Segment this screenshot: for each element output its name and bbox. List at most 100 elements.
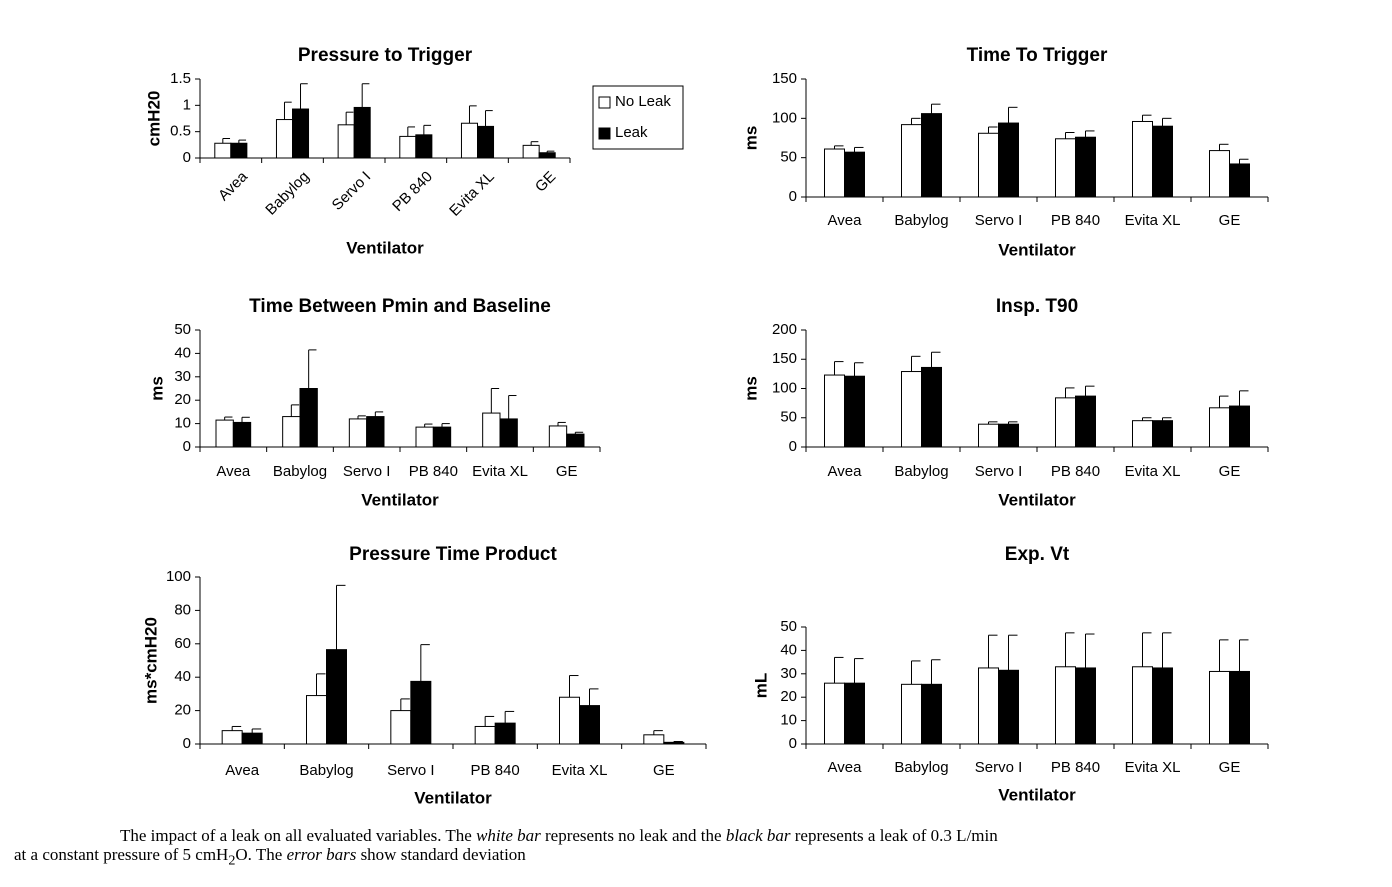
x-tick-label: Babylog (299, 762, 353, 779)
chart-title: Exp. Vt (1005, 544, 1070, 565)
bar-leak (1075, 667, 1096, 745)
bar-leak (1229, 405, 1250, 448)
y-tick-label: 0 (183, 438, 191, 455)
x-tick-label: Avea (828, 212, 863, 229)
x-tick-label: PB 840 (1051, 463, 1100, 480)
y-axis-label: ms (147, 376, 166, 401)
bar-no-leak (1209, 150, 1230, 198)
x-tick-label: GE (1219, 463, 1241, 480)
bar-leak (998, 122, 1019, 198)
chart-title: Time Between Pmin and Baseline (249, 296, 551, 317)
y-tick-label: 100 (772, 109, 797, 126)
bar-leak (241, 732, 263, 745)
bar-leak (499, 418, 518, 448)
bar-no-leak (415, 426, 434, 448)
y-tick-label: 60 (174, 635, 191, 652)
y-tick-label: 20 (174, 702, 191, 719)
bar-no-leak (1055, 397, 1076, 448)
x-tick-label: GE (1219, 759, 1241, 776)
bar-leak (326, 649, 347, 745)
bar-leak (998, 669, 1019, 745)
bar-no-leak (824, 682, 845, 745)
bar-leak (1152, 667, 1173, 745)
chart-panel: Time To Trigger 0 50 100 150 ms Ventilator Avea… (741, 45, 1269, 259)
bar-no-leak (275, 119, 294, 159)
y-axis-label: ms (741, 126, 760, 151)
y-axis-label: mL (751, 673, 770, 699)
x-tick-label: PB 840 (409, 463, 458, 480)
x-tick-label: Babylog (262, 168, 312, 218)
bar-leak (415, 134, 433, 159)
x-axis-label: Ventilator (998, 490, 1076, 509)
chart-title: Pressure Time Product (349, 544, 557, 565)
chart-panel: Time Between Pmin and Baseline 0 10 20 30 40 5… (147, 296, 601, 509)
x-tick-label: Evita XL (1125, 463, 1181, 480)
y-tick-label: 40 (174, 344, 191, 361)
legend: No Leak Leak (592, 85, 684, 150)
x-tick-label: Servo I (329, 168, 375, 214)
bar-leak (921, 366, 942, 448)
bar-no-leak (1132, 666, 1153, 745)
bar-leak (844, 151, 865, 198)
bar-no-leak (474, 725, 496, 745)
y-tick-label: 80 (174, 601, 191, 618)
legend-swatch-no-leak (598, 96, 611, 109)
y-axis-label: ms (741, 376, 760, 401)
y-tick-label: 20 (780, 688, 797, 705)
bar-no-leak (559, 696, 580, 745)
bar-leak (844, 375, 865, 448)
bar-no-leak (215, 419, 234, 448)
x-tick-label: PB 840 (1051, 212, 1100, 229)
bar-leak (230, 142, 248, 159)
x-tick-label: Avea (828, 759, 863, 776)
bar-no-leak (1209, 407, 1230, 448)
x-tick-label: GE (1219, 212, 1241, 229)
bar-no-leak (1209, 670, 1230, 745)
legend-swatch-leak (598, 127, 611, 140)
y-tick-label: 40 (780, 641, 797, 658)
y-tick-label: 1.5 (170, 70, 191, 87)
bar-no-leak (978, 132, 999, 198)
y-tick-label: 20 (174, 391, 191, 408)
bar-no-leak (978, 423, 999, 448)
bar-no-leak (399, 135, 417, 159)
y-tick-label: 150 (772, 70, 797, 87)
x-tick-label: PB 840 (389, 168, 436, 215)
x-tick-label: Babylog (894, 212, 948, 229)
bar-leak (292, 108, 310, 159)
caption-line-1: The impact of a leak on all evaluated va… (120, 826, 998, 845)
bar-no-leak (548, 425, 568, 448)
chart-panel: Pressure Time Product 0 20 40 60 80 100 ms*cmH2… (141, 544, 707, 807)
x-tick-label: Evita XL (552, 762, 608, 779)
x-tick-label: Babylog (273, 463, 327, 480)
y-tick-label: 0 (789, 188, 797, 205)
x-axis-label: Ventilator (346, 238, 424, 257)
x-tick-label: Avea (215, 168, 251, 204)
bar-leak (579, 705, 600, 745)
bar-leak (1229, 163, 1250, 198)
x-tick-label: GE (556, 463, 578, 480)
x-tick-label: Avea (828, 463, 863, 480)
chart-title: Pressure to Trigger (298, 45, 473, 66)
x-tick-label: Babylog (894, 759, 948, 776)
bar-no-leak (901, 683, 922, 745)
x-axis-label: Ventilator (998, 240, 1076, 259)
y-tick-label: 40 (174, 668, 191, 685)
bar-no-leak (1132, 120, 1153, 198)
bar-no-leak (348, 418, 368, 448)
x-axis-label: Ventilator (414, 788, 492, 807)
bar-no-leak (1055, 666, 1076, 745)
bar-no-leak (901, 371, 922, 448)
y-tick-label: 50 (780, 618, 797, 635)
x-tick-label: PB 840 (1051, 759, 1100, 776)
x-axis-label: Ventilator (361, 490, 439, 509)
bar-leak (366, 416, 385, 448)
y-tick-label: 50 (780, 409, 797, 426)
y-tick-label: 0 (789, 438, 797, 455)
bar-leak (432, 426, 452, 448)
bar-leak (299, 388, 318, 448)
bar-leak (1152, 420, 1173, 448)
x-axis-label: Ventilator (998, 785, 1076, 804)
y-tick-label: 50 (780, 149, 797, 166)
bar-no-leak (460, 122, 479, 159)
